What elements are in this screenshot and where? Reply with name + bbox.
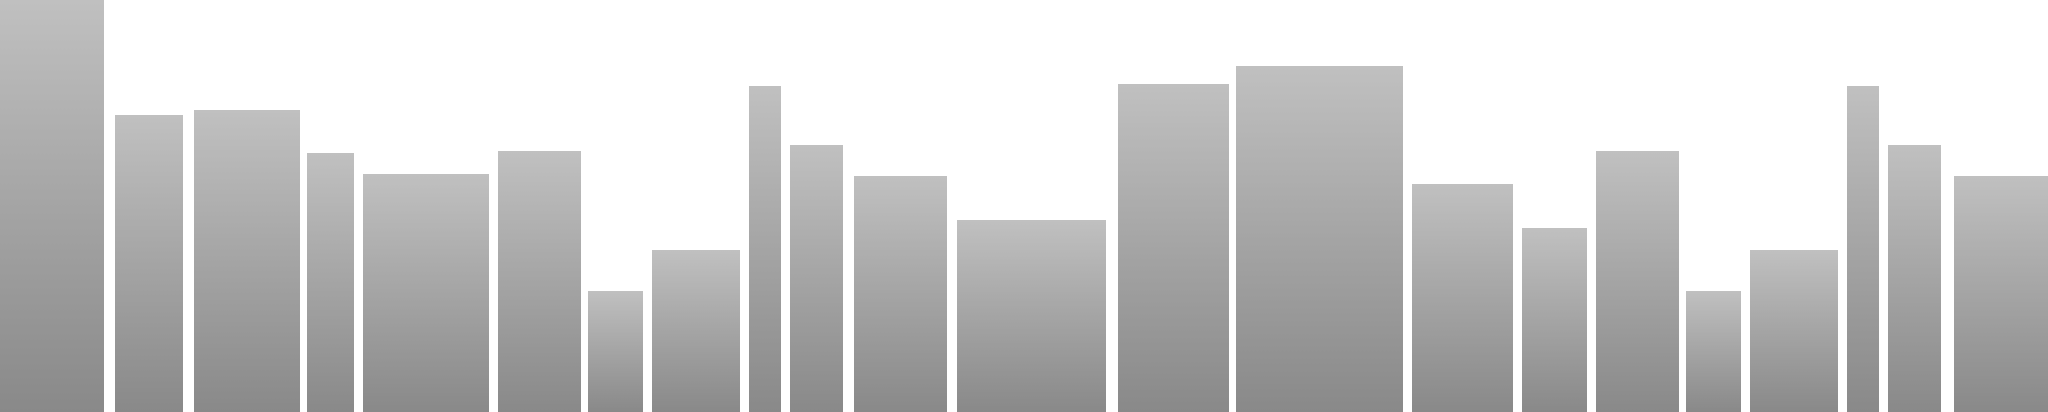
bar-2 xyxy=(115,115,183,412)
bar-17 xyxy=(1596,151,1679,412)
bar-1 xyxy=(0,0,104,412)
bar-18 xyxy=(1686,291,1741,412)
bar-15 xyxy=(1412,184,1513,412)
bar-21 xyxy=(1888,145,1941,412)
bar-7 xyxy=(588,291,643,412)
bar-19 xyxy=(1750,250,1838,412)
bar-3 xyxy=(194,110,300,412)
bar-10 xyxy=(790,145,843,412)
bar-22 xyxy=(1954,176,2048,412)
bar-16 xyxy=(1522,228,1587,412)
bar-5 xyxy=(363,174,489,412)
bar-11 xyxy=(854,176,947,412)
bar-6 xyxy=(498,151,581,412)
bar-4 xyxy=(307,153,354,412)
bar-12 xyxy=(957,220,1106,412)
bar-8 xyxy=(652,250,740,412)
bar-13 xyxy=(1118,84,1229,412)
bar-9 xyxy=(749,86,781,412)
bar-20 xyxy=(1847,86,1879,412)
bar-14 xyxy=(1236,66,1403,412)
